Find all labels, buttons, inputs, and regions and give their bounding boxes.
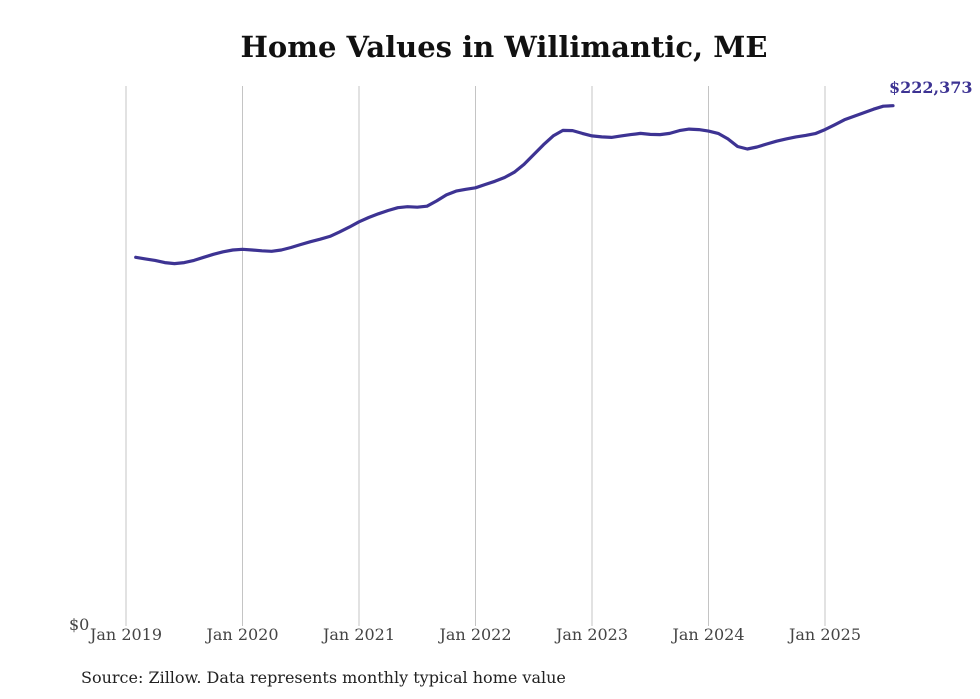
data-point <box>387 209 390 212</box>
end-value-label: $222,373 <box>889 78 973 97</box>
data-point <box>726 137 729 140</box>
data-point <box>222 250 225 253</box>
data-point <box>561 129 564 132</box>
data-point <box>290 246 293 249</box>
data-point <box>484 183 487 186</box>
data-point <box>882 105 885 108</box>
data-point <box>280 249 283 252</box>
data-point <box>426 205 429 208</box>
data-point <box>251 249 254 252</box>
data-point <box>241 248 244 251</box>
data-point <box>532 153 535 156</box>
data-point <box>736 145 739 148</box>
data-point <box>814 132 817 135</box>
data-point <box>396 206 399 209</box>
data-point <box>464 188 467 191</box>
data-point <box>591 134 594 137</box>
data-point <box>629 133 632 136</box>
x-axis-tick-label: Jan 2019 <box>88 625 162 644</box>
data-point <box>513 171 516 174</box>
data-point <box>367 216 370 219</box>
data-point <box>824 128 827 131</box>
x-axis-tick-label: Jan 2021 <box>321 625 395 644</box>
data-point <box>231 249 234 252</box>
data-point <box>746 148 749 151</box>
x-axis-tick-label: Jan 2022 <box>437 625 511 644</box>
data-point <box>377 212 380 215</box>
data-point <box>270 250 273 253</box>
gridlines <box>125 86 826 626</box>
chart-title: Home Values in Willimantic, ME <box>240 30 768 64</box>
data-point <box>843 118 846 121</box>
data-point <box>193 259 196 262</box>
x-axis-tick-label: Jan 2024 <box>670 625 744 644</box>
data-point <box>406 205 409 208</box>
data-point <box>348 226 351 229</box>
data-point <box>697 128 700 131</box>
data-point <box>853 115 856 118</box>
data-point <box>435 199 438 202</box>
data-point <box>639 132 642 135</box>
x-axis-tick-label: Jan 2020 <box>204 625 278 644</box>
series-line-home-value <box>134 104 895 266</box>
data-point <box>144 257 147 260</box>
data-point <box>785 137 788 140</box>
data-point <box>620 134 623 137</box>
data-point <box>455 190 458 193</box>
data-point <box>299 243 302 246</box>
data-point <box>445 193 448 196</box>
data-point <box>862 111 865 114</box>
data-point <box>688 128 691 131</box>
data-point <box>765 143 768 146</box>
y-axis-tick-label-0: $0 <box>69 615 89 634</box>
data-point <box>319 238 322 241</box>
data-point <box>610 136 613 139</box>
data-point <box>338 230 341 233</box>
data-point <box>309 240 312 243</box>
x-axis-tick-label: Jan 2025 <box>787 625 861 644</box>
data-point <box>173 262 176 265</box>
data-point <box>416 206 419 209</box>
data-point <box>659 133 662 136</box>
series-points <box>134 104 894 265</box>
data-point <box>212 253 215 256</box>
data-point <box>600 135 603 138</box>
data-point <box>183 261 186 264</box>
data-point <box>552 134 555 137</box>
data-point <box>794 135 797 138</box>
data-point <box>358 220 361 223</box>
data-point <box>523 163 526 166</box>
data-point <box>649 133 652 136</box>
data-point <box>707 130 710 133</box>
x-axis-ticks: Jan 2019 Jan 2020 Jan 2021 Jan 2022 Jan 2023… <box>88 625 861 644</box>
data-point <box>892 104 895 107</box>
data-point <box>833 123 836 126</box>
data-point <box>542 143 545 146</box>
x-axis-tick-label: Jan 2023 <box>554 625 628 644</box>
data-point <box>474 186 477 189</box>
data-point <box>668 132 671 135</box>
data-point <box>581 132 584 135</box>
data-point <box>717 132 720 135</box>
source-note: Source: Zillow. Data represents monthly … <box>81 668 566 687</box>
data-point <box>260 249 263 252</box>
data-point <box>503 176 506 179</box>
data-point <box>493 180 496 183</box>
data-point <box>134 256 137 259</box>
data-point <box>678 129 681 132</box>
data-point <box>872 108 875 111</box>
data-point <box>804 134 807 137</box>
data-point <box>571 129 574 132</box>
data-point <box>154 259 157 262</box>
data-point <box>756 146 759 149</box>
data-point <box>775 140 778 143</box>
data-point <box>328 235 331 238</box>
data-point <box>163 261 166 264</box>
data-point <box>202 256 205 259</box>
